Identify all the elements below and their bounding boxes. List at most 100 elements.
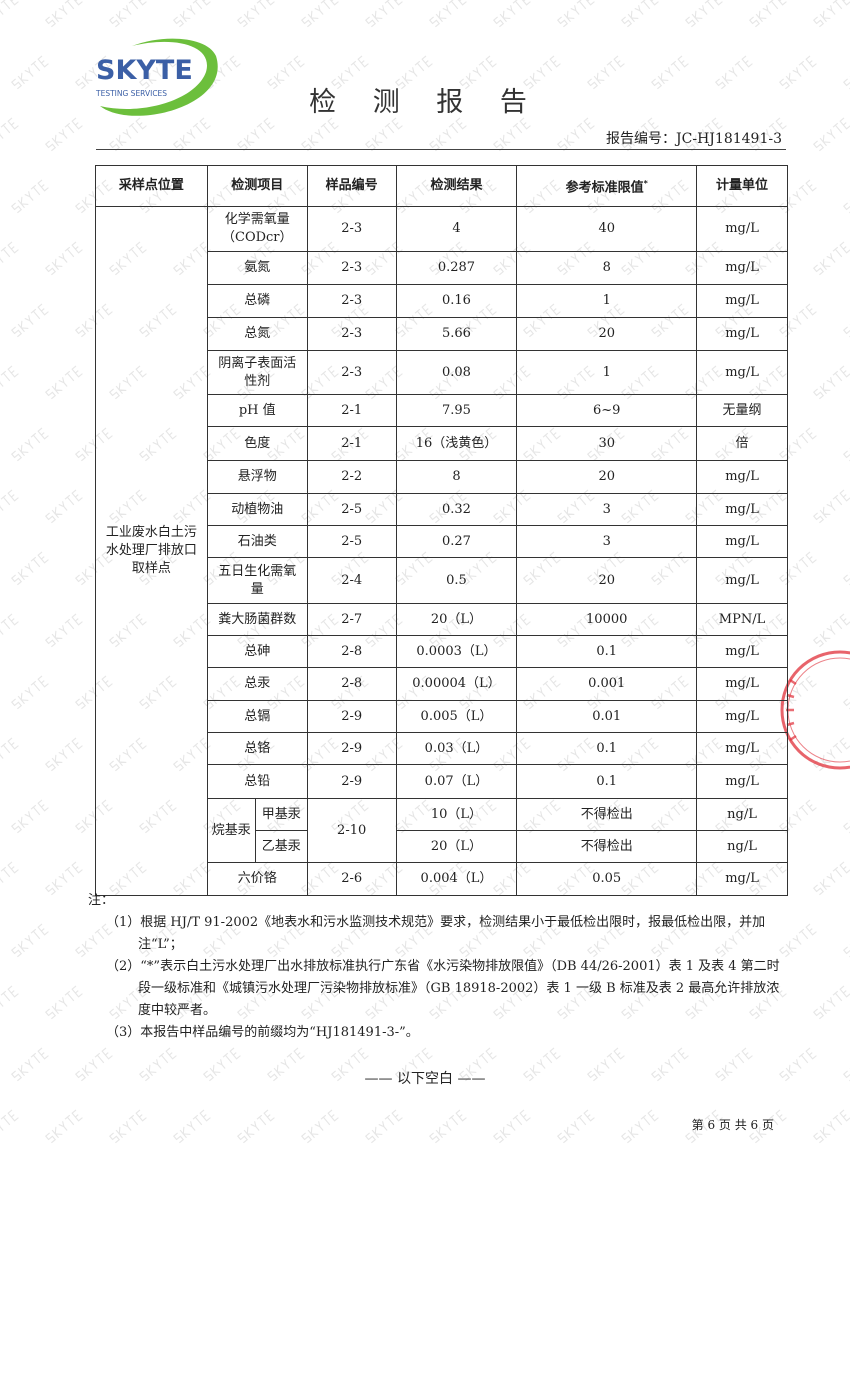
watermark-mark xyxy=(0,985,19,1020)
header-limit-text: 参考标准限值 xyxy=(565,180,644,196)
watermark-mark xyxy=(842,427,850,462)
limit-cell: 30 xyxy=(516,426,698,461)
end-of-content-mark: —— 以下空白 —— xyxy=(364,1071,486,1087)
watermark-mark xyxy=(300,0,339,28)
watermark-mark xyxy=(300,117,339,152)
notes: 注： （1）根据 HJ/T 91-2002《地表水和污水监测技术规范》要求，检测… xyxy=(88,890,788,1044)
unit-cell: MPN/L xyxy=(696,603,788,636)
result-cell: 0.287 xyxy=(395,251,518,285)
limit-cell: 20 xyxy=(516,317,698,351)
unit-cell: mg/L xyxy=(696,350,788,395)
watermark-mark xyxy=(0,1109,19,1144)
item-subcell: 甲基汞 xyxy=(254,798,308,831)
sample-cell: 2-5 xyxy=(306,525,397,558)
watermark-mark xyxy=(812,117,850,152)
watermark-mark xyxy=(812,1109,850,1144)
result-cell: 0.32 xyxy=(395,493,518,526)
watermark-mark xyxy=(556,117,595,152)
result-cell: 0.27 xyxy=(395,525,518,558)
watermark-mark xyxy=(812,861,850,896)
item-cell: 动植物油 xyxy=(206,493,308,526)
watermark-mark xyxy=(812,985,850,1020)
item-cell: 总砷 xyxy=(206,635,308,668)
logo-tagline: TESTING SERVICES xyxy=(96,89,168,98)
watermark-mark xyxy=(44,737,83,772)
watermark-mark xyxy=(0,489,19,524)
watermark-mark xyxy=(812,737,850,772)
unit-cell: 倍 xyxy=(696,426,788,461)
result-cell: 4 xyxy=(395,206,518,252)
sample-cell: 2-8 xyxy=(306,667,397,701)
watermark-mark xyxy=(44,985,83,1020)
logo-swoosh-icon xyxy=(100,38,218,116)
watermark-mark xyxy=(364,0,403,28)
unit-cell: mg/L xyxy=(696,493,788,526)
limit-cell: 20 xyxy=(516,460,698,494)
sample-cell: 2-8 xyxy=(306,635,397,668)
sample-cell: 2-3 xyxy=(306,251,397,285)
limit-marker: * xyxy=(643,178,648,188)
result-cell: 20（L） xyxy=(395,830,518,863)
item-cell: 总镉 xyxy=(206,700,308,733)
unit-cell: mg/L xyxy=(696,764,788,799)
watermark-mark xyxy=(44,613,83,648)
watermark-mark xyxy=(620,1109,659,1144)
watermark-mark xyxy=(236,117,275,152)
watermark-mark xyxy=(842,303,850,338)
result-cell: 7.95 xyxy=(395,394,518,427)
result-cell: 16（浅黄色） xyxy=(395,426,518,461)
limit-cell: 0.1 xyxy=(516,732,698,765)
watermark-mark xyxy=(842,551,850,586)
watermark-mark xyxy=(236,1109,275,1144)
sample-cell: 2-10 xyxy=(306,798,397,863)
watermark-mark xyxy=(812,489,850,524)
unit-cell: mg/L xyxy=(696,667,788,701)
header-location: 采样点位置 xyxy=(95,165,208,207)
sample-cell: 2-1 xyxy=(306,426,397,461)
note-3: （3）本报告中样品编号的前缀均为“HJ181491-3-”。 xyxy=(106,1025,419,1040)
header-item: 检测项目 xyxy=(206,165,308,207)
watermark-mark xyxy=(172,0,211,28)
sample-cell: 2-9 xyxy=(306,764,397,799)
watermark-mark xyxy=(492,1109,531,1144)
sample-cell: 2-3 xyxy=(306,317,397,351)
report-number: 报告编号：JC-HJ181491-3 xyxy=(606,131,782,147)
note-2: （2）“*”表示白土污水处理厂出水排放标准执行广东省《水污染物排放限值》（DB … xyxy=(106,959,780,1018)
watermark-mark xyxy=(10,427,49,462)
unit-cell: mg/L xyxy=(696,557,788,604)
limit-cell: 3 xyxy=(516,493,698,526)
unit-cell: mg/L xyxy=(696,700,788,733)
unit-cell: mg/L xyxy=(696,635,788,668)
watermark-mark xyxy=(10,799,49,834)
watermark-mark xyxy=(44,0,83,28)
limit-cell: 3 xyxy=(516,525,698,558)
watermark-mark xyxy=(300,1109,339,1144)
watermark-mark xyxy=(428,0,467,28)
header-sample: 样品编号 xyxy=(306,165,397,207)
limit-cell: 0.05 xyxy=(516,862,698,896)
watermark-mark xyxy=(812,241,850,276)
unit-cell: mg/L xyxy=(696,732,788,765)
watermark-mark xyxy=(492,117,531,152)
limit-cell: 20 xyxy=(516,557,698,604)
watermark-mark xyxy=(842,923,850,958)
watermark-mark xyxy=(556,1109,595,1144)
item-cell: 石油类 xyxy=(206,525,308,558)
result-cell: 0.0003（L） xyxy=(395,635,518,668)
unit-cell: ng/L xyxy=(696,798,788,831)
limit-cell: 8 xyxy=(516,251,698,285)
watermark-mark xyxy=(684,0,723,28)
sample-cell: 2-3 xyxy=(306,350,397,395)
header-result: 检测结果 xyxy=(395,165,518,207)
sample-cell: 2-1 xyxy=(306,394,397,427)
sampling-location: 工业废水白土污水处理厂排放口取样点 xyxy=(95,206,208,896)
sample-cell: 2-3 xyxy=(306,206,397,252)
watermark-mark xyxy=(492,0,531,28)
table-row: pH 值 2-1 7.95 6~9 无量纲 xyxy=(96,394,788,427)
watermark-mark xyxy=(10,179,49,214)
result-cell: 0.07（L） xyxy=(395,764,518,799)
watermark-mark xyxy=(44,117,83,152)
document-title: 检 测 报 告 xyxy=(309,87,541,118)
item-cell: 阴离子表面活性剂 xyxy=(206,350,308,395)
watermark-mark xyxy=(364,1109,403,1144)
